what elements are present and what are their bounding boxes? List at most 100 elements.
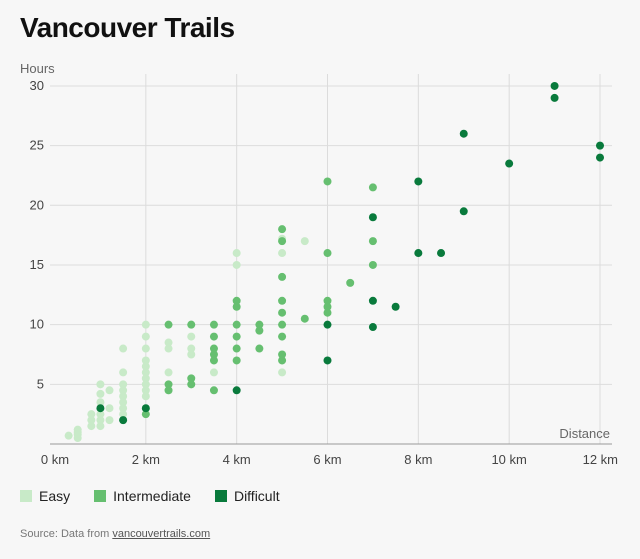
point-easy[interactable]: [141, 368, 150, 377]
point-intermediate[interactable]: [278, 237, 287, 246]
point-intermediate[interactable]: [323, 296, 332, 305]
point-easy[interactable]: [96, 398, 105, 407]
point-easy[interactable]: [278, 249, 287, 258]
point-easy[interactable]: [105, 386, 114, 395]
point-intermediate[interactable]: [278, 332, 287, 341]
point-intermediate[interactable]: [187, 380, 196, 389]
point-intermediate[interactable]: [232, 302, 241, 311]
point-easy[interactable]: [232, 260, 241, 269]
point-easy[interactable]: [300, 237, 309, 246]
point-easy[interactable]: [119, 386, 128, 395]
point-easy[interactable]: [209, 368, 218, 377]
point-intermediate[interactable]: [255, 320, 264, 329]
point-intermediate[interactable]: [368, 237, 377, 246]
point-intermediate[interactable]: [232, 356, 241, 365]
point-difficult[interactable]: [596, 141, 604, 150]
point-intermediate[interactable]: [323, 177, 332, 186]
point-difficult[interactable]: [323, 356, 332, 365]
point-easy[interactable]: [87, 410, 96, 419]
point-intermediate[interactable]: [278, 356, 287, 365]
point-easy[interactable]: [187, 350, 196, 359]
point-intermediate[interactable]: [278, 296, 287, 305]
point-easy[interactable]: [278, 368, 287, 377]
point-easy[interactable]: [141, 386, 150, 395]
point-easy[interactable]: [119, 368, 128, 377]
point-intermediate[interactable]: [232, 332, 241, 341]
point-intermediate[interactable]: [209, 386, 218, 395]
point-intermediate[interactable]: [164, 386, 173, 395]
point-difficult[interactable]: [505, 159, 514, 168]
point-difficult[interactable]: [368, 323, 377, 332]
point-easy[interactable]: [141, 320, 150, 329]
point-intermediate[interactable]: [232, 344, 241, 353]
point-easy[interactable]: [164, 344, 173, 353]
point-difficult[interactable]: [323, 320, 332, 329]
point-intermediate[interactable]: [300, 314, 309, 323]
point-easy[interactable]: [96, 416, 105, 425]
point-intermediate[interactable]: [368, 260, 377, 269]
point-easy[interactable]: [96, 389, 105, 398]
point-easy[interactable]: [119, 380, 128, 389]
point-intermediate[interactable]: [323, 302, 332, 311]
point-intermediate[interactable]: [278, 225, 287, 234]
point-intermediate[interactable]: [278, 272, 287, 281]
point-intermediate[interactable]: [209, 332, 218, 341]
point-easy[interactable]: [119, 392, 128, 401]
point-difficult[interactable]: [368, 296, 377, 305]
point-easy[interactable]: [96, 422, 105, 431]
point-easy[interactable]: [141, 344, 150, 353]
point-difficult[interactable]: [437, 249, 446, 258]
point-easy[interactable]: [141, 332, 150, 341]
point-intermediate[interactable]: [209, 356, 218, 365]
point-intermediate[interactable]: [209, 350, 218, 359]
point-intermediate[interactable]: [164, 380, 173, 389]
point-difficult[interactable]: [414, 177, 423, 186]
point-intermediate[interactable]: [278, 308, 287, 317]
point-easy[interactable]: [187, 332, 196, 341]
point-easy[interactable]: [96, 410, 105, 419]
point-intermediate[interactable]: [209, 320, 218, 329]
point-intermediate[interactable]: [323, 308, 332, 317]
legend-item-easy[interactable]: Easy: [20, 488, 70, 504]
point-difficult[interactable]: [596, 153, 604, 162]
point-difficult[interactable]: [391, 302, 400, 311]
point-easy[interactable]: [232, 249, 241, 258]
point-intermediate[interactable]: [209, 344, 218, 353]
point-easy[interactable]: [87, 422, 96, 431]
point-easy[interactable]: [64, 431, 73, 440]
point-easy[interactable]: [73, 425, 82, 434]
source-link[interactable]: vancouvertrails.com: [112, 528, 211, 540]
point-difficult[interactable]: [232, 386, 241, 395]
point-intermediate[interactable]: [232, 320, 241, 329]
point-easy[interactable]: [141, 380, 150, 389]
point-difficult[interactable]: [459, 129, 468, 138]
point-easy[interactable]: [141, 392, 150, 401]
point-intermediate[interactable]: [368, 183, 377, 192]
point-intermediate[interactable]: [255, 326, 264, 335]
point-easy[interactable]: [119, 344, 128, 353]
point-easy[interactable]: [187, 344, 196, 353]
legend-item-difficult[interactable]: Difficult: [214, 488, 280, 504]
point-difficult[interactable]: [550, 93, 559, 102]
point-intermediate[interactable]: [255, 344, 264, 353]
point-intermediate[interactable]: [164, 320, 173, 329]
point-easy[interactable]: [164, 338, 173, 347]
point-easy[interactable]: [164, 368, 173, 377]
point-intermediate[interactable]: [232, 296, 241, 305]
point-difficult[interactable]: [96, 404, 105, 413]
point-intermediate[interactable]: [187, 320, 196, 329]
point-easy[interactable]: [141, 356, 150, 365]
point-difficult[interactable]: [141, 404, 150, 413]
point-easy[interactable]: [141, 374, 150, 383]
point-difficult[interactable]: [414, 249, 423, 258]
point-easy[interactable]: [119, 398, 128, 407]
point-easy[interactable]: [87, 416, 96, 425]
point-easy[interactable]: [119, 410, 128, 419]
legend-item-intermediate[interactable]: Intermediate: [94, 488, 191, 504]
point-intermediate[interactable]: [278, 350, 287, 359]
point-easy[interactable]: [105, 404, 114, 413]
point-easy[interactable]: [141, 362, 150, 371]
point-difficult[interactable]: [368, 213, 377, 222]
point-difficult[interactable]: [459, 207, 468, 216]
point-intermediate[interactable]: [278, 320, 287, 329]
